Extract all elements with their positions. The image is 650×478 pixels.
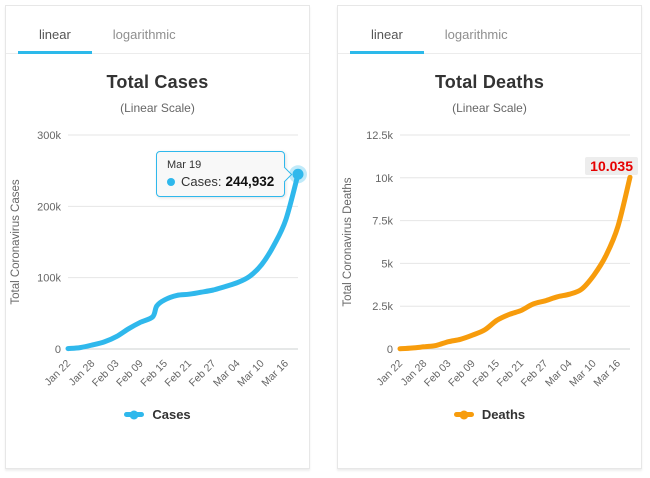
cases-chart-header: Total Cases (Linear Scale)	[6, 72, 309, 115]
cases-legend-label: Cases	[152, 407, 191, 422]
deaths-chart-header: Total Deaths (Linear Scale)	[338, 72, 641, 115]
svg-text:100k: 100k	[37, 273, 61, 285]
svg-text:0: 0	[55, 344, 61, 356]
svg-text:5k: 5k	[381, 258, 393, 270]
deaths-legend-marker-icon	[453, 412, 474, 417]
tooltip-value: 244,932	[225, 174, 275, 189]
svg-text:12.5k: 12.5k	[366, 130, 393, 142]
cases-chart-area: 0 100k 200k 300k Jan 22 Jan 28 Feb 03 Feb 09 Feb…	[6, 127, 309, 395]
svg-text:Total Coronavirus Deaths: Total Coronavirus Deaths	[342, 177, 354, 306]
svg-text:200k: 200k	[37, 201, 61, 213]
deaths-legend[interactable]: Deaths	[338, 407, 641, 422]
svg-text:2.5k: 2.5k	[372, 301, 393, 313]
deaths-legend-label: Deaths	[481, 407, 526, 422]
cases-chart-title: Total Cases	[106, 72, 209, 92]
deaths-chart-title: Total Deaths	[434, 72, 545, 92]
deaths-chart-area: 0 2.5k 5k 7.5k 10k 12.5k Jan 22 Jan 28 Feb 03 Feb…	[338, 127, 641, 395]
deaths-chart-subtitle: (Linear Scale)	[452, 101, 527, 115]
svg-text:Total Coronavirus Cases: Total Coronavirus Cases	[10, 179, 22, 305]
cases-chart-subtitle: (Linear Scale)	[120, 101, 195, 115]
svg-text:300k: 300k	[37, 130, 61, 142]
tooltip-series-row: Cases: 244,932	[167, 174, 274, 189]
cases-legend[interactable]: Cases	[6, 407, 309, 422]
deaths-scale-tabs: linear logarithmic	[338, 6, 641, 54]
svg-text:Mar 16: Mar 16	[591, 358, 623, 390]
cases-tab-logarithmic[interactable]: logarithmic	[112, 27, 176, 42]
deaths-tab-logarithmic[interactable]: logarithmic	[444, 27, 508, 42]
svg-text:Jan 22: Jan 22	[42, 358, 73, 389]
tooltip-date: Mar 19	[167, 159, 202, 171]
svg-text:10k: 10k	[375, 173, 393, 185]
total-cases-panel: linear logarithmic Total Cases (Linear S…	[5, 5, 310, 469]
svg-text:Mar 16: Mar 16	[259, 358, 291, 390]
svg-text:0: 0	[387, 344, 393, 356]
cases-tooltip: Mar 19 Cases: 244,932	[156, 151, 293, 197]
svg-text:7.5k: 7.5k	[372, 216, 393, 228]
svg-text:Jan 22: Jan 22	[374, 358, 405, 389]
cases-legend-marker-icon	[124, 412, 145, 417]
total-deaths-panel: linear logarithmic Total Deaths (Linear …	[337, 5, 642, 469]
cases-scale-tabs: linear logarithmic	[6, 6, 309, 54]
series-dot-icon	[167, 177, 175, 186]
deaths-end-value-label: 10.035	[585, 157, 638, 175]
deaths-tab-linear[interactable]: linear	[350, 20, 424, 54]
tooltip-label: Cases:	[181, 174, 222, 189]
cases-tab-linear[interactable]: linear	[18, 20, 92, 54]
